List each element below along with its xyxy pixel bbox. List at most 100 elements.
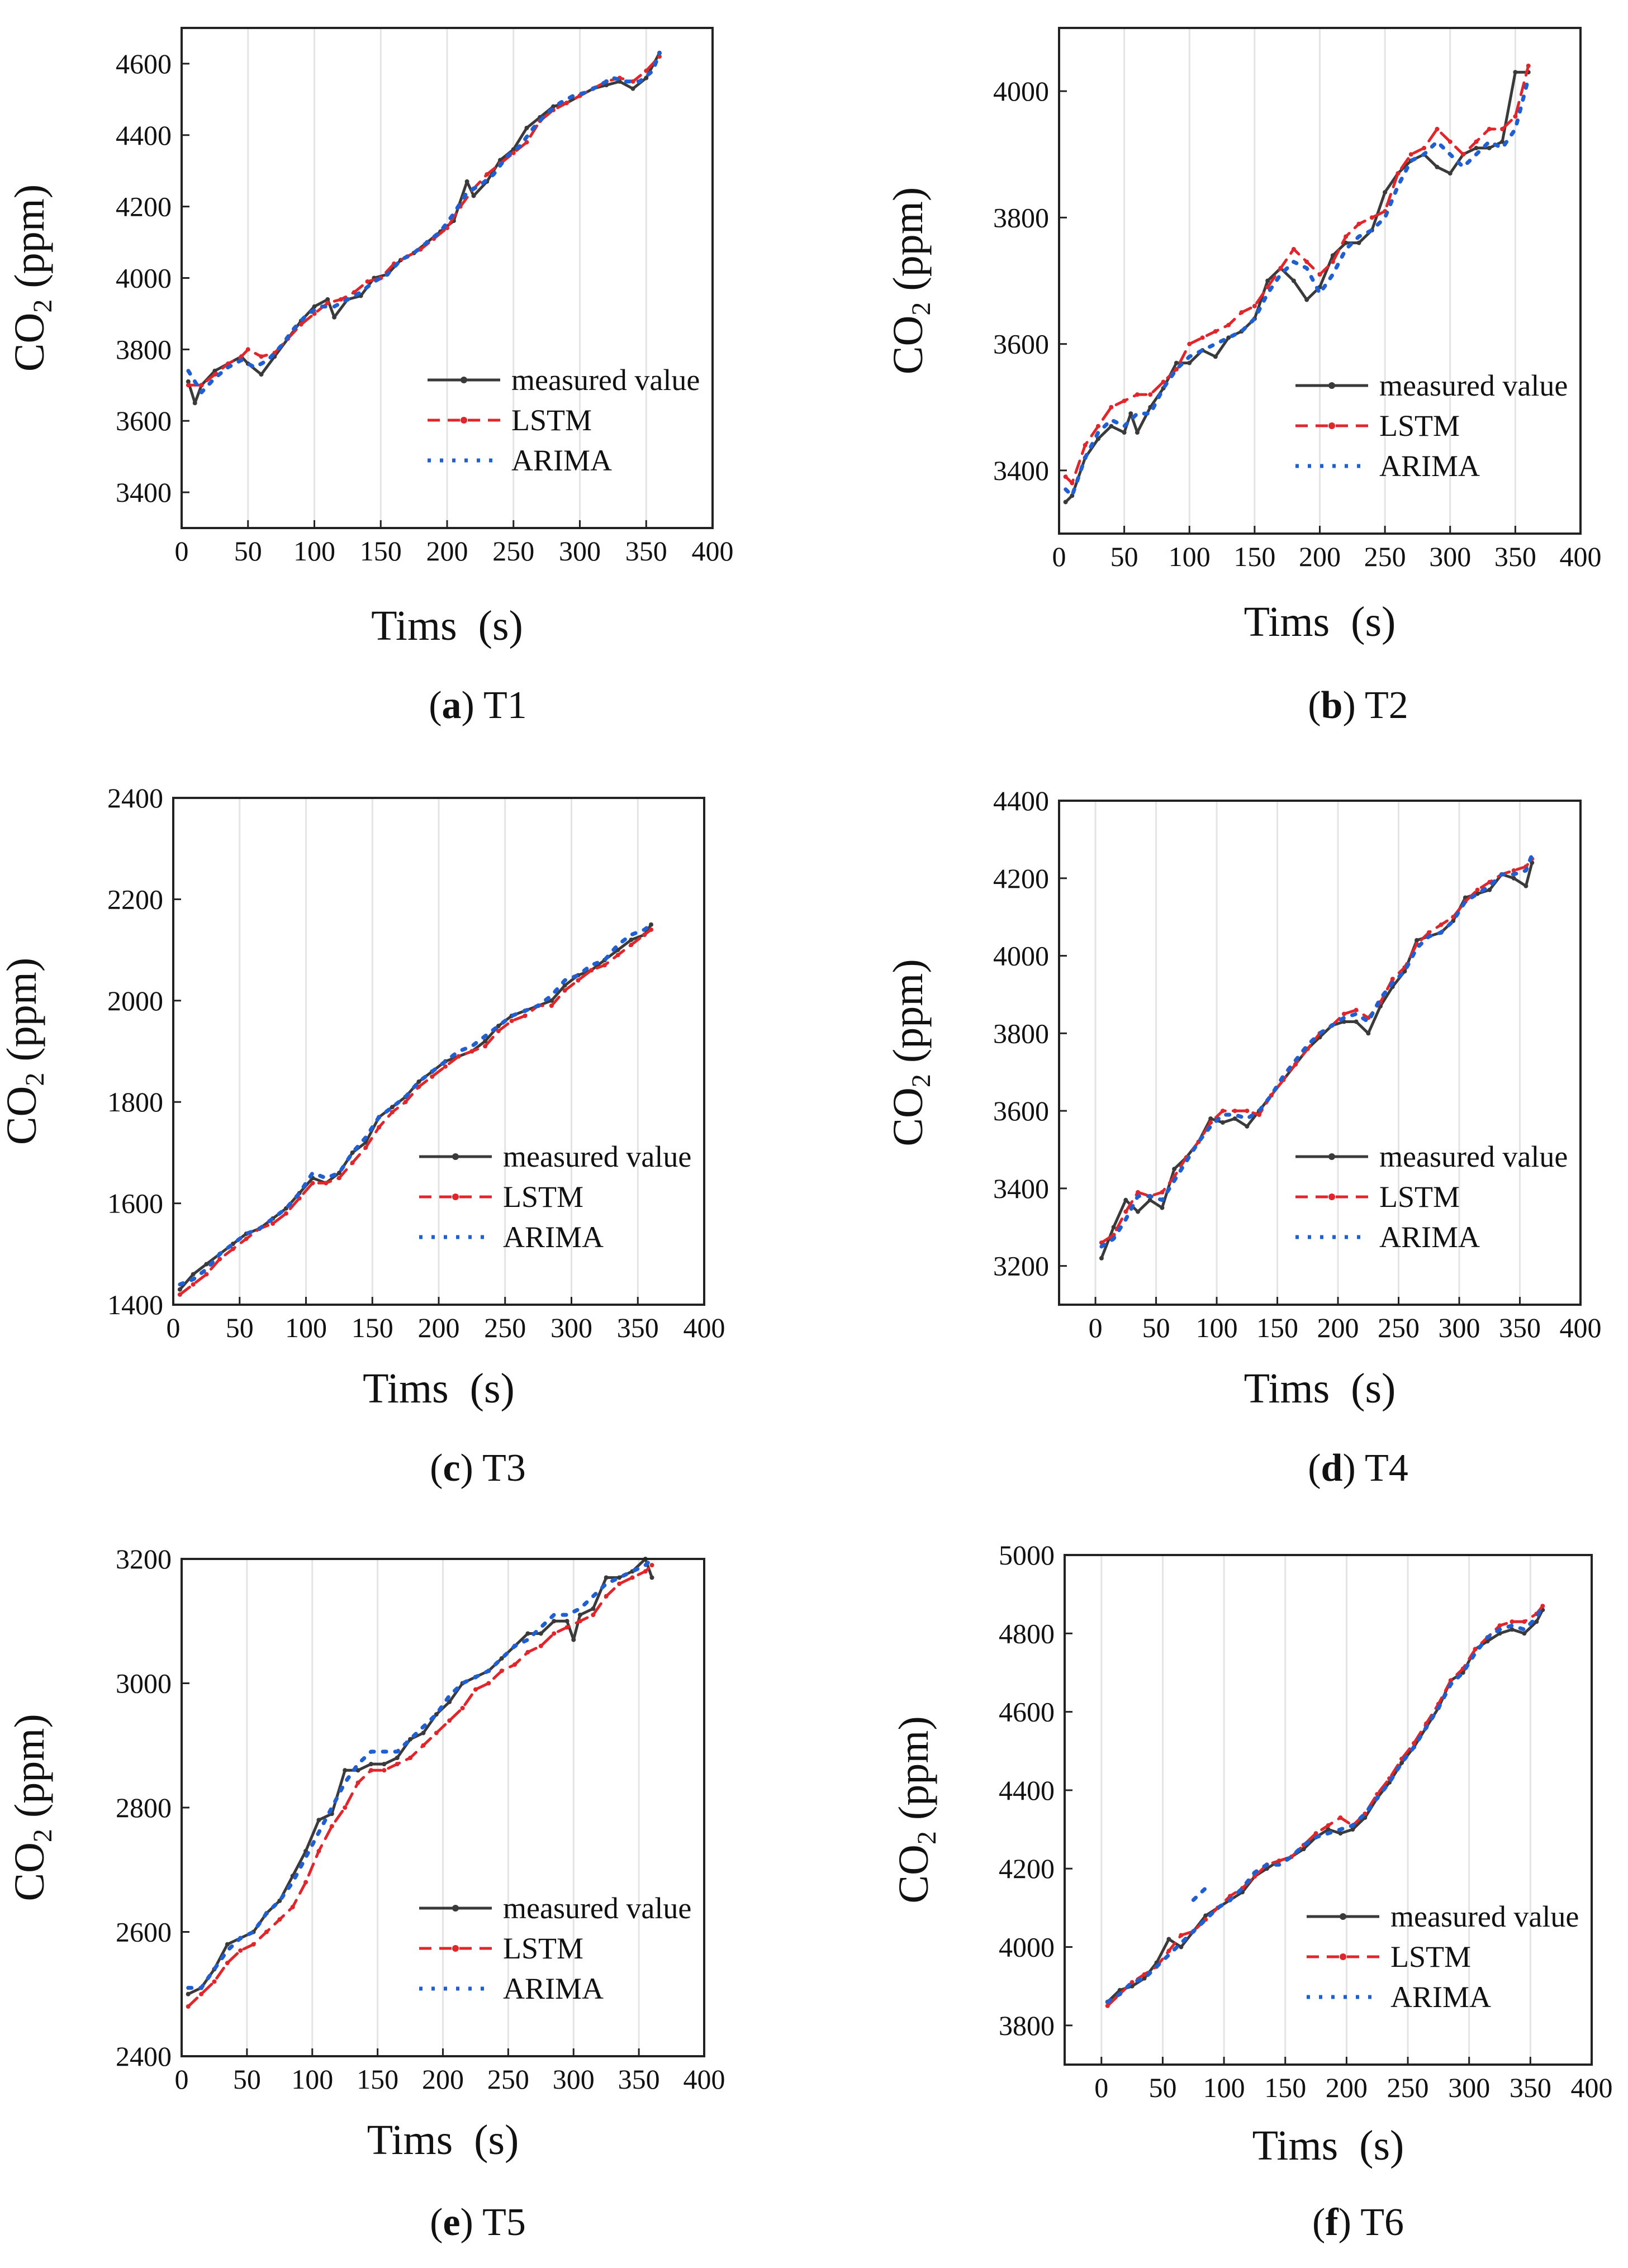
data-point	[644, 68, 649, 73]
x-tick-label: 0	[1089, 1312, 1103, 1343]
x-tick-label: 50	[234, 535, 262, 567]
y-label-sub: 2	[906, 302, 936, 316]
data-point	[464, 179, 469, 184]
data-point	[617, 1581, 622, 1586]
data-point	[1203, 1913, 1208, 1918]
data-point	[1510, 1627, 1515, 1632]
data-point	[329, 1824, 334, 1829]
x-tick-label: 350	[617, 1312, 659, 1343]
data-point	[332, 315, 337, 320]
data-point	[1356, 240, 1361, 245]
data-point	[564, 1625, 569, 1630]
data-point	[251, 1942, 256, 1947]
data-point	[382, 1762, 387, 1767]
data-point	[644, 75, 649, 80]
series-line-arima	[178, 923, 653, 1287]
x-tick-label: 100	[1196, 1312, 1238, 1343]
data-point	[1226, 335, 1231, 340]
data-point	[377, 1125, 382, 1130]
plot-frame	[1064, 1554, 1593, 2066]
y-tick-label: 4000	[116, 263, 172, 294]
data-point	[1135, 430, 1140, 435]
x-tick-label: 250	[492, 535, 534, 567]
data-point	[1354, 1019, 1359, 1024]
x-tick-label: 400	[1560, 1312, 1602, 1343]
caption-text: ) T6	[1339, 2201, 1404, 2244]
legend-entry: ARIMA	[1379, 449, 1480, 483]
x-tick-label: 200	[1326, 2072, 1368, 2103]
data-point	[1526, 63, 1531, 68]
y-tick-label: 4200	[993, 863, 1049, 894]
data-point	[486, 1681, 491, 1686]
data-point	[434, 1730, 439, 1736]
plot-frame	[181, 27, 714, 529]
x-tick-label: 300	[550, 1312, 592, 1343]
y-tick-label: 4400	[993, 785, 1049, 816]
y-tick-label: 1400	[107, 1289, 163, 1320]
data-point	[1265, 278, 1270, 283]
data-point	[473, 1687, 478, 1692]
x-axis-label: Tims (s)	[1244, 598, 1396, 645]
y-label-main: CO	[885, 1087, 932, 1147]
data-point	[643, 1569, 648, 1574]
data-point	[1390, 977, 1395, 982]
x-tick-label: 250	[1364, 541, 1406, 572]
data-point	[1473, 1647, 1478, 1652]
x-tick-label: 400	[684, 1312, 725, 1343]
data-point	[1435, 127, 1440, 131]
data-point	[1220, 1109, 1225, 1114]
data-point	[316, 1848, 321, 1853]
data-point	[460, 1706, 465, 1710]
legend-entry: LSTM	[503, 1932, 583, 1965]
x-tick-label: 0	[175, 2063, 189, 2095]
data-point	[1095, 424, 1100, 429]
data-point	[1487, 145, 1492, 150]
data-point	[1304, 259, 1309, 264]
y-axis-label: CO2 (ppm)	[0, 958, 50, 1145]
y-axis-label: CO2 (ppm)	[6, 1714, 58, 1901]
panel-caption: (e) T5	[430, 2201, 526, 2244]
data-point	[225, 1961, 230, 1966]
caption-open: (	[430, 2201, 443, 2244]
caption-open: (	[1312, 2201, 1325, 2244]
data-point	[1291, 278, 1296, 283]
y-tick-label: 2400	[107, 782, 163, 814]
y-tick-label: 3800	[999, 2010, 1055, 2041]
x-axis-label: Tims (s)	[1252, 2122, 1404, 2169]
x-tick-label: 0	[1052, 541, 1066, 572]
y-tick-label: 3600	[993, 329, 1049, 360]
data-point	[217, 1257, 222, 1262]
data-point	[1111, 1225, 1116, 1230]
data-point	[630, 79, 635, 84]
legend-marker	[461, 377, 467, 383]
panel-caption: (f) T6	[1312, 2201, 1404, 2244]
x-tick-label: 300	[1439, 1312, 1480, 1343]
y-label-unit: (ppm)	[0, 958, 45, 1062]
data-point	[1245, 1109, 1250, 1114]
x-tick-label: 50	[1110, 541, 1138, 572]
data-point	[1276, 1858, 1281, 1863]
y-axis-label: CO2 (ppm)	[890, 1716, 942, 1903]
data-point	[1142, 1976, 1147, 1981]
data-point	[245, 347, 250, 352]
legend-entry: measured value	[1379, 1140, 1568, 1173]
y-tick-label: 3200	[116, 1543, 172, 1575]
data-point	[657, 54, 662, 59]
legend-entry: measured value	[1379, 369, 1568, 402]
legend-entry: ARIMA	[503, 1972, 604, 2005]
data-point	[408, 1756, 413, 1760]
data-point	[343, 1768, 348, 1773]
data-point	[1293, 1062, 1298, 1067]
data-point	[298, 322, 303, 327]
x-tick-label: 400	[1571, 2072, 1613, 2103]
data-point	[1317, 272, 1322, 277]
data-point	[259, 372, 264, 377]
legend-entry: LSTM	[1379, 1180, 1460, 1214]
data-point	[615, 953, 620, 958]
legend-marker	[1328, 422, 1335, 429]
y-tick-label: 2400	[116, 2041, 172, 2072]
data-point	[1510, 1619, 1515, 1624]
data-point	[1122, 430, 1127, 435]
data-point	[1422, 145, 1427, 150]
legend-marker	[452, 1194, 459, 1200]
